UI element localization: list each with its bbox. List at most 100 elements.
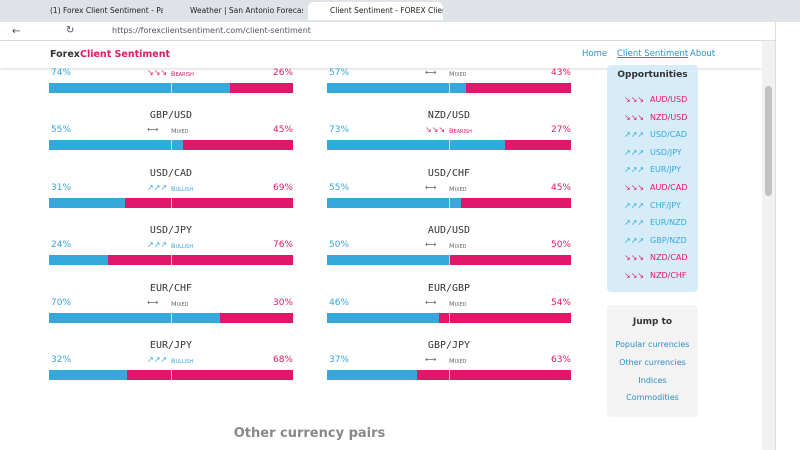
center-line <box>449 255 450 266</box>
opportunity[interactable]: NZD/CAD <box>650 253 688 263</box>
pair-name: USD/JPY <box>149 225 193 237</box>
pair-name: USD/CHF <box>427 167 471 179</box>
pair-name: USD/CAD <box>149 167 193 179</box>
long-bar <box>327 255 449 266</box>
pair-name: EUR/JPY <box>149 340 193 351</box>
direction-icon: ↘↘↘ <box>624 112 645 122</box>
long-bar <box>49 197 125 208</box>
center-line <box>171 83 172 93</box>
short-bar <box>219 312 293 323</box>
tab[interactable]: (1) Forex Client Sentiment - Page <box>50 6 163 15</box>
long-label: 24% <box>51 240 72 251</box>
refresh-button[interactable]: ↻ <box>66 25 75 36</box>
pair-name: EUR/GBP <box>427 282 471 294</box>
long-bar <box>49 83 230 93</box>
short-bar <box>229 83 293 93</box>
pair-name: EUR/CHF <box>149 282 193 294</box>
sentiment: Mixed <box>449 70 467 78</box>
long-bar <box>327 312 440 323</box>
jump-box <box>607 305 698 417</box>
long-label: 32% <box>51 355 72 365</box>
sentiment: Bullish <box>171 184 194 193</box>
long-label: 46% <box>329 297 350 308</box>
sentiment-icon: ⟷ <box>147 297 159 307</box>
url[interactable]: https://forexclientsentiment.com/client-… <box>112 26 311 35</box>
opportunities-title: Opportunities <box>617 70 688 80</box>
long-label: 74% <box>51 68 72 78</box>
short-bar <box>183 140 293 151</box>
short-label: 26% <box>272 68 293 78</box>
short-label: 45% <box>550 182 571 193</box>
brand[interactable]: Forex <box>50 49 80 60</box>
sentiment: Mixed <box>449 184 467 193</box>
center-line <box>449 140 450 151</box>
jump-link[interactable]: Indices <box>638 375 667 385</box>
short-label: 43% <box>550 68 571 78</box>
sentiment: Mixed <box>449 357 467 365</box>
opportunity[interactable]: EUR/NZD <box>650 218 687 228</box>
nav-link[interactable]: Home <box>582 49 608 59</box>
short-bar <box>449 255 571 266</box>
long-bar <box>49 140 184 151</box>
long-label: 73% <box>329 125 350 136</box>
sentiment: Bearish <box>171 70 194 78</box>
center-line <box>449 197 450 208</box>
jump-title: Jump to <box>632 317 673 327</box>
center-line <box>171 370 172 380</box>
scrollbar[interactable] <box>762 41 775 450</box>
short-bar <box>107 255 293 266</box>
short-label: 50% <box>550 240 571 251</box>
center-line <box>449 370 450 380</box>
jump-link[interactable]: Commodities <box>626 393 679 403</box>
sentiment-icon: ⟷ <box>425 68 437 77</box>
short-label: 54% <box>550 297 571 308</box>
short-label: 45% <box>272 125 293 136</box>
tab[interactable]: Weather | San Antonio Forecast <box>190 6 303 15</box>
center-line <box>171 197 172 208</box>
opportunities-box <box>607 65 698 292</box>
long-bar <box>49 370 128 380</box>
opportunity[interactable]: USD/CAD <box>650 130 688 140</box>
direction-icon: ↗↗↗ <box>624 218 645 228</box>
pair-name: GBP/JPY <box>427 340 471 351</box>
sentiment: Bullish <box>171 357 194 365</box>
jump-link[interactable]: Popular currencies <box>615 340 690 349</box>
sentiment: Mixed <box>449 299 467 308</box>
opportunity[interactable]: GBP/NZD <box>650 235 687 245</box>
opportunity[interactable]: CHF/JPY <box>650 200 681 210</box>
jump-link[interactable]: Other currencies <box>619 357 686 367</box>
opportunity[interactable]: NZD/CHF <box>650 271 687 280</box>
section-heading: Other currency pairs <box>233 426 386 441</box>
center-line <box>171 255 172 266</box>
long-bar <box>327 83 467 93</box>
short-bar <box>124 197 293 208</box>
direction-icon: ↗↗↗ <box>624 147 645 157</box>
direction-icon: ↘↘↘ <box>624 95 645 104</box>
sentiment-icon: ↘↘↘ <box>425 125 446 135</box>
short-bar <box>417 370 571 380</box>
opportunity[interactable]: AUD/CAD <box>650 183 688 192</box>
tab[interactable]: Client Sentiment - FOREX Client <box>308 2 443 20</box>
short-label: 63% <box>550 355 571 365</box>
opportunity[interactable]: NZD/USD <box>650 112 688 122</box>
sentiment-icon: ⟷ <box>425 297 437 307</box>
brand-accent[interactable]: Client Sentiment <box>80 49 171 60</box>
pair-name: NZD/USD <box>427 110 471 122</box>
short-label: 76% <box>272 240 293 251</box>
back-button[interactable]: ← <box>12 26 21 37</box>
opportunity[interactable]: EUR/JPY <box>650 165 682 175</box>
browser-sidebar <box>775 22 800 450</box>
short-label: 68% <box>272 355 293 365</box>
opportunity[interactable]: AUD/USD <box>650 95 688 104</box>
long-label: 70% <box>51 297 72 308</box>
direction-icon: ↘↘↘ <box>624 183 645 192</box>
opportunity[interactable]: USD/JPY <box>650 147 682 157</box>
nav-link[interactable]: Client Sentiment <box>617 49 689 59</box>
address-bar <box>0 22 800 41</box>
long-label: 55% <box>329 182 350 193</box>
sentiment-icon: ⟷ <box>147 125 159 135</box>
nav-link[interactable]: About <box>690 49 716 59</box>
center-line <box>171 140 172 151</box>
short-label: 69% <box>272 182 293 193</box>
